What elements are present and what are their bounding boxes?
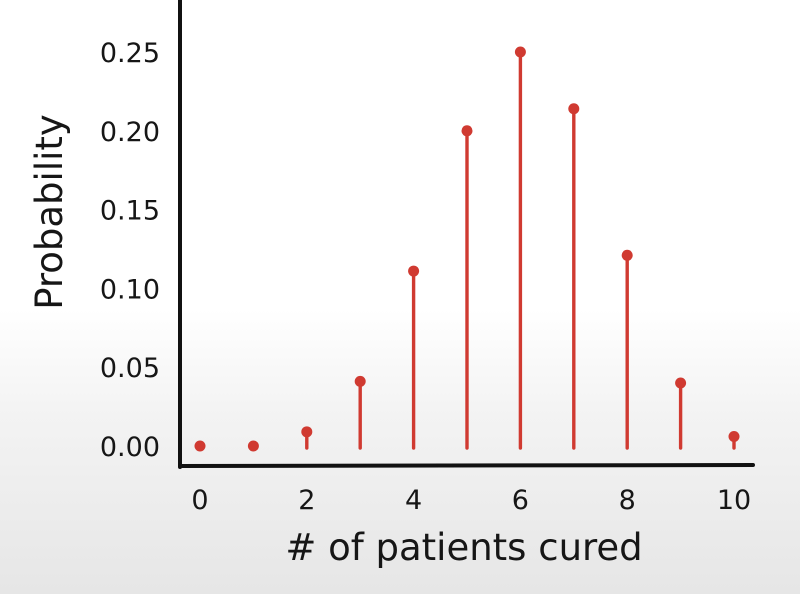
x-tick-label: 0	[191, 485, 208, 516]
stem-marker	[194, 440, 206, 452]
stem-marker	[354, 375, 366, 387]
stem-series	[194, 46, 740, 452]
x-axis-line	[178, 463, 755, 468]
y-tick-label: 0.20	[100, 117, 160, 148]
x-tick-label: 6	[512, 485, 529, 516]
y-tick-label: 0.10	[100, 274, 160, 305]
stem-marker	[514, 46, 526, 58]
x-axis-label: # of patients cured	[285, 526, 642, 569]
axes	[178, 0, 755, 469]
x-tick-label: 4	[405, 485, 422, 516]
stem-marker	[247, 440, 259, 452]
stem-marker	[461, 125, 473, 137]
y-tick-label: 0.05	[100, 353, 160, 384]
y-tick-label: 0.15	[100, 196, 160, 227]
x-tick-label: 10	[717, 485, 751, 516]
y-tick-label: 0.00	[100, 432, 160, 463]
x-tick-label: 8	[619, 485, 636, 516]
x-tick-label: 2	[298, 485, 315, 516]
y-tick-label: 0.25	[100, 38, 160, 69]
stem-marker	[621, 249, 633, 261]
stem-marker	[728, 431, 740, 443]
y-tick-labels: 0.00 0.05 0.10 0.15 0.20 0.25	[100, 38, 160, 463]
x-tick-labels: 0 2 4 6 8 10	[191, 485, 751, 516]
stem-marker	[675, 377, 687, 389]
y-axis-label: Probability	[28, 114, 71, 310]
stem-marker	[568, 103, 580, 115]
stem-marker	[408, 265, 420, 277]
stem-marker	[301, 426, 313, 438]
